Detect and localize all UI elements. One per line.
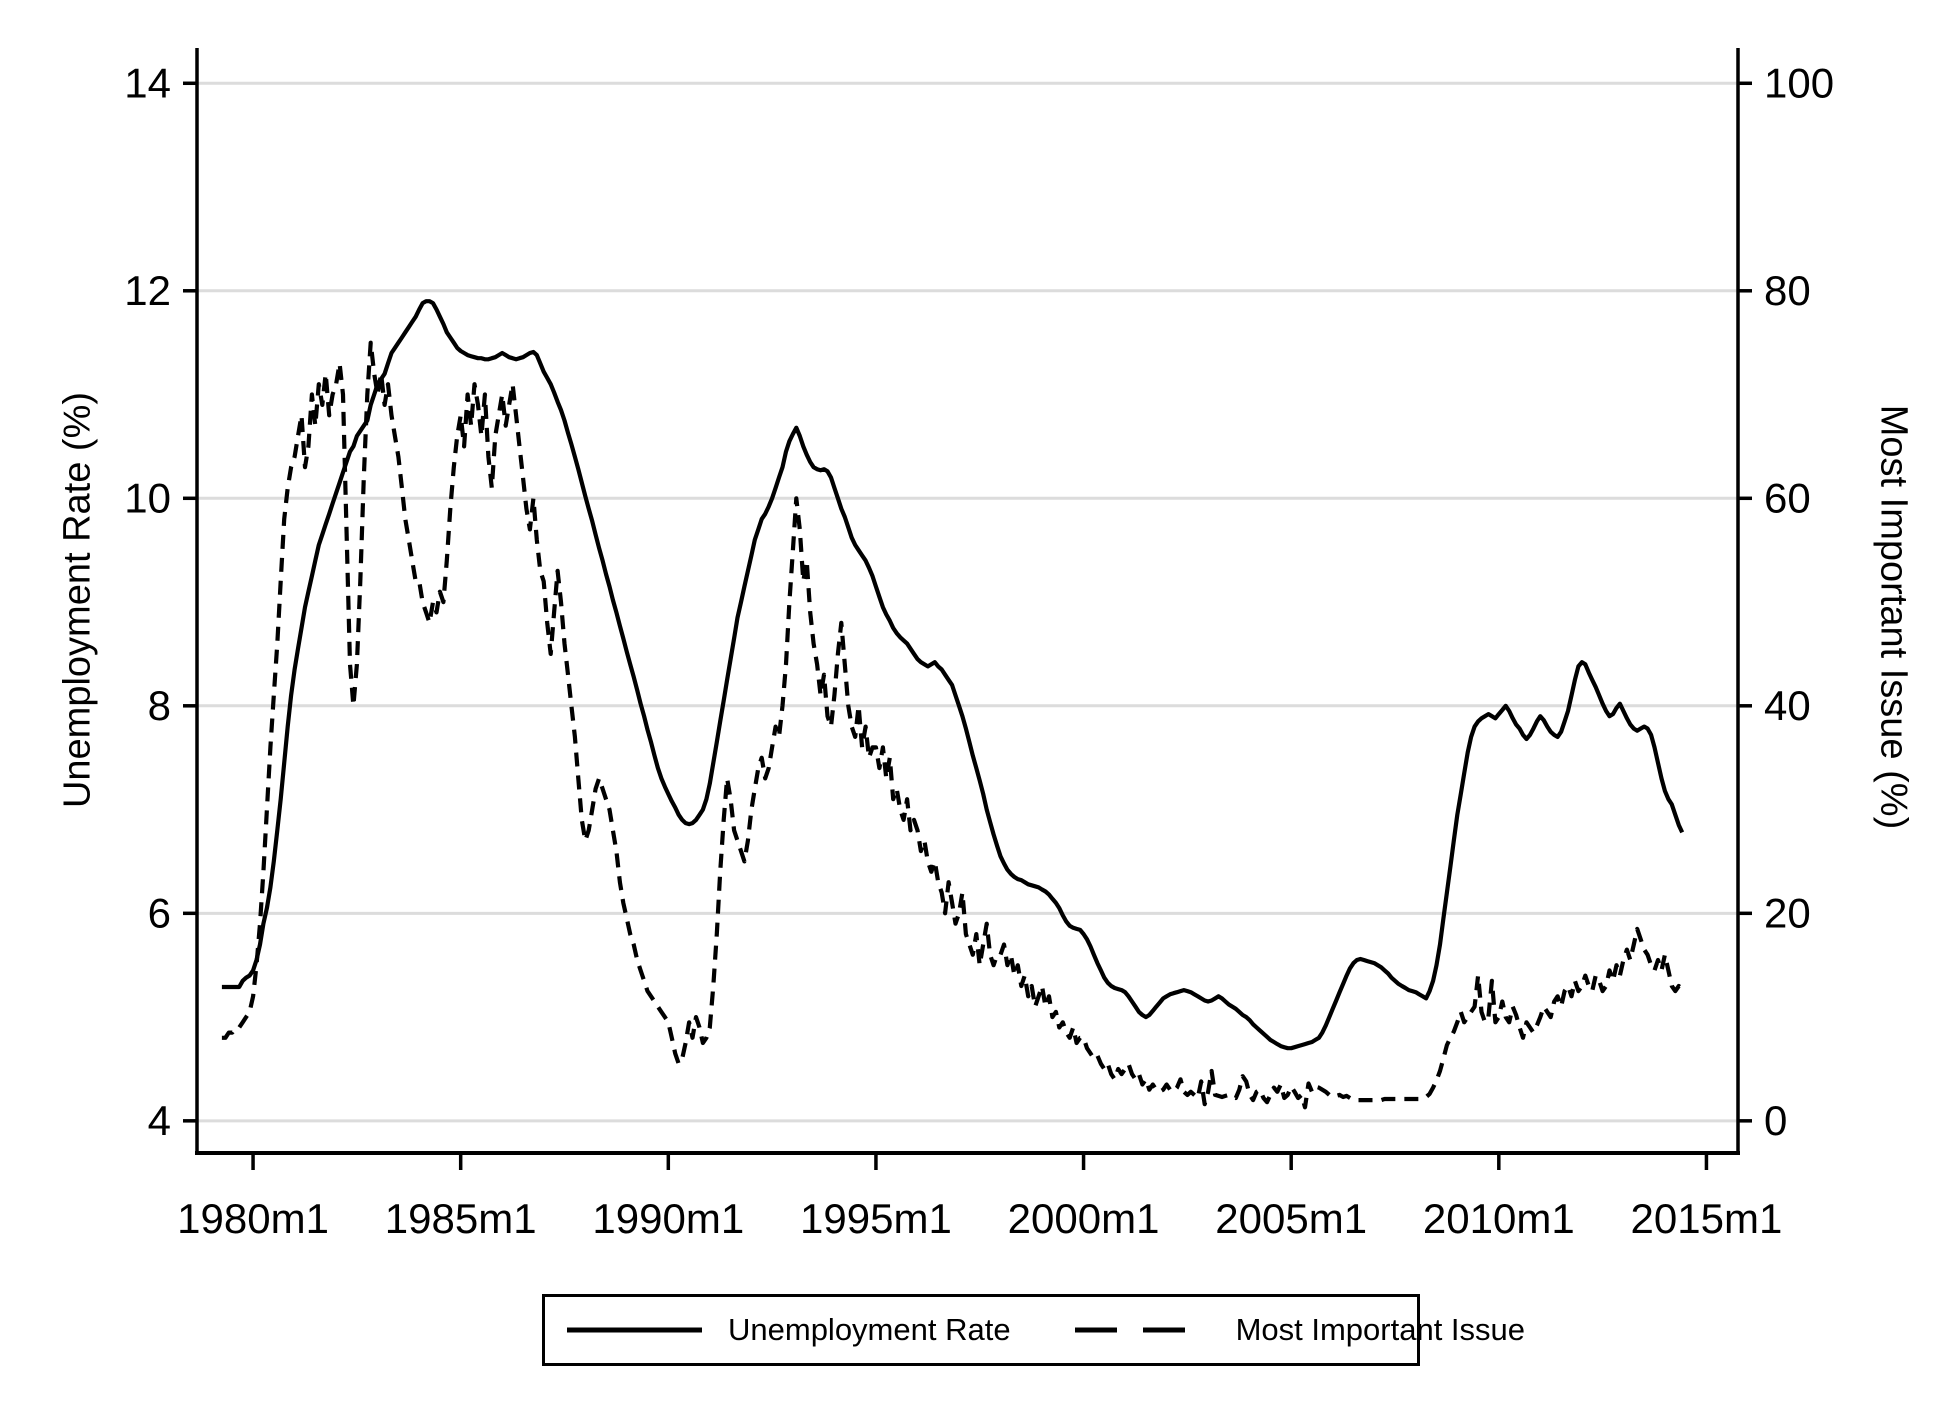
left-tick-label: 8 bbox=[148, 682, 171, 729]
right-axis-title: Most Important Issue (%) bbox=[1872, 404, 1915, 830]
right-tick-label: 100 bbox=[1764, 59, 1834, 106]
legend-item-unemployment-rate: Unemployment Rate bbox=[567, 1312, 1011, 1348]
x-tick-label: 2015m1 bbox=[1631, 1195, 1783, 1242]
left-tick-label: 10 bbox=[124, 474, 171, 521]
right-tick-label: 80 bbox=[1764, 267, 1811, 314]
left-tick-label: 14 bbox=[124, 59, 171, 106]
x-tick-label: 1980m1 bbox=[177, 1195, 329, 1242]
legend-label-most-important-issue: Most Important Issue bbox=[1235, 1312, 1526, 1347]
legend-label-unemployment-rate: Unemployment Rate bbox=[728, 1312, 1011, 1347]
left-tick-label: 6 bbox=[148, 889, 171, 936]
solid-line-swatch-icon bbox=[567, 1327, 702, 1333]
right-tick-label: 20 bbox=[1764, 889, 1811, 936]
right-tick-label: 60 bbox=[1764, 474, 1811, 521]
x-tick-label: 1985m1 bbox=[385, 1195, 537, 1242]
series-most-important-issue bbox=[221, 340, 1684, 1110]
right-tick-label: 40 bbox=[1764, 682, 1811, 729]
x-tick-label: 1990m1 bbox=[592, 1195, 744, 1242]
right-tick-label: 0 bbox=[1764, 1097, 1787, 1144]
legend: Unemployment Rate Most Important Issue bbox=[542, 1294, 1525, 1366]
left-axis-title: Unemployment Rate (%) bbox=[56, 391, 99, 809]
series-unemployment-rate bbox=[221, 299, 1685, 1051]
legend-item-most-important-issue: Most Important Issue bbox=[1074, 1312, 1526, 1348]
x-tick-label: 2005m1 bbox=[1215, 1195, 1367, 1242]
x-tick-label: 2000m1 bbox=[1008, 1195, 1160, 1242]
x-tick-label: 1995m1 bbox=[800, 1195, 952, 1242]
left-tick-label: 4 bbox=[148, 1097, 171, 1144]
x-tick-label: 2010m1 bbox=[1423, 1195, 1575, 1242]
dashed-line-swatch-icon bbox=[1074, 1327, 1210, 1333]
left-tick-label: 12 bbox=[124, 267, 171, 314]
